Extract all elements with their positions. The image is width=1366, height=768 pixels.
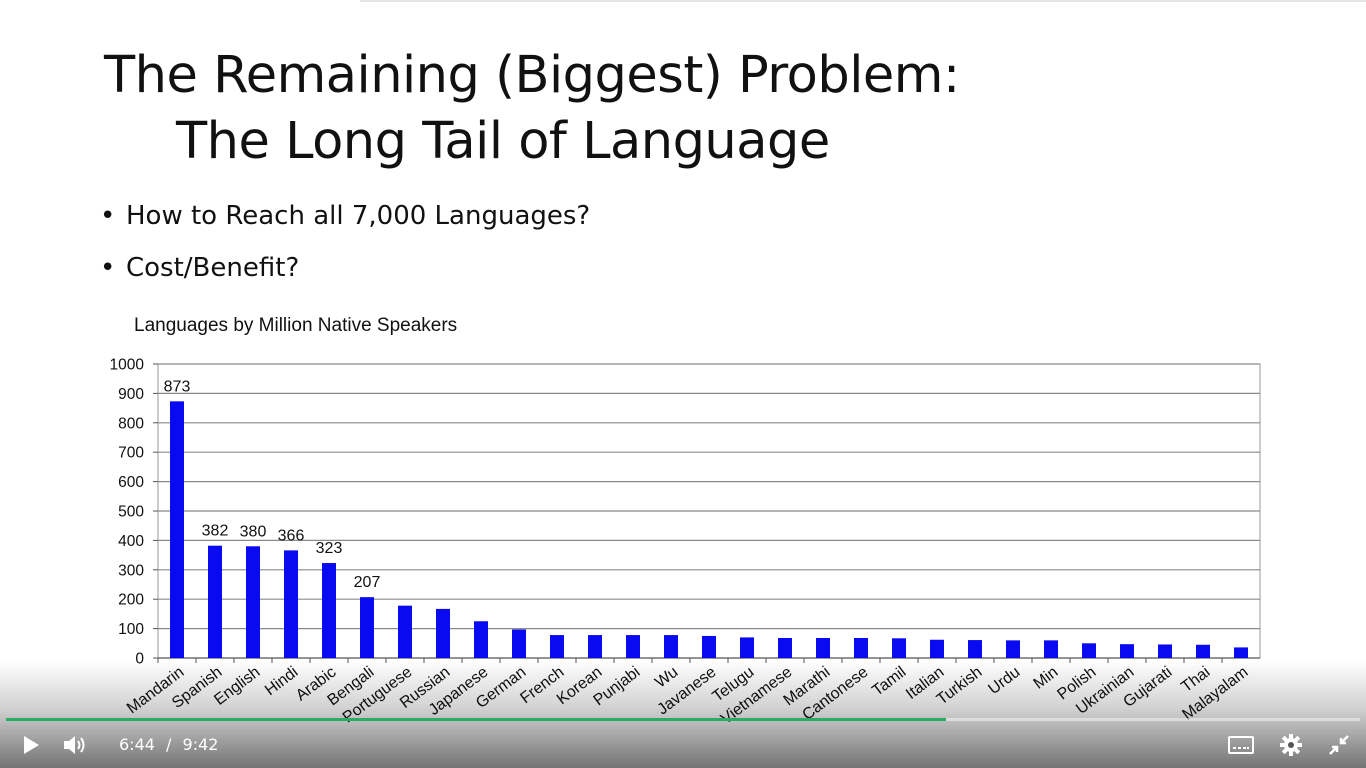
y-tick-label: 200 [118,592,144,609]
y-tick-label: 0 [135,651,144,668]
data-label: 207 [354,574,381,591]
play-icon [24,736,39,754]
chart-bars [170,401,1248,658]
exit-fullscreen-icon [1329,735,1349,755]
bar [664,635,678,658]
time-display: 6:44 / 9:42 [119,735,218,754]
bar [892,638,906,658]
time-separator: / [166,735,172,754]
bullet-text: Cost/Benefit? [126,253,300,283]
bar [740,637,754,658]
volume-button[interactable] [62,733,90,757]
captions-icon [1228,736,1254,754]
duration: 9:42 [182,735,219,754]
y-tick-label: 500 [118,504,144,521]
y-tick-label: 700 [118,445,144,462]
bar [322,563,336,658]
bullet-dot: • [100,201,116,231]
bar [170,401,184,658]
data-label: 382 [202,523,229,540]
bar [626,635,640,658]
data-label: 873 [164,378,191,395]
top-border-line [360,0,1366,2]
slide-title-line-1: The Remaining (Biggest) Problem: [104,46,960,105]
data-label: 366 [278,527,305,544]
bar [1006,640,1020,658]
chart-grid [153,363,1261,663]
bar [1158,644,1172,658]
y-axis-ticks: 0 100 200 300 400 500 600 700 800 900 1000 [110,357,145,668]
bar [778,638,792,658]
bar [930,639,944,658]
y-tick-label: 100 [118,621,144,638]
gear-icon [1280,734,1302,756]
bar [436,608,450,658]
data-label: 380 [240,523,267,540]
bar [854,638,868,658]
bar [702,635,716,658]
volume-icon [64,736,85,754]
bar [246,546,260,658]
bar [550,635,564,658]
bar [284,550,298,658]
captions-button[interactable] [1228,736,1254,754]
bullet-item: • Cost/Benefit? [100,253,299,283]
bar [1044,640,1058,658]
y-tick-label: 1000 [110,357,145,374]
progress-bar-fill [6,718,946,721]
bullet-dot: • [100,253,116,283]
bar [474,621,488,658]
bar [1120,644,1134,658]
y-tick-label: 900 [118,386,144,403]
bar [512,629,526,658]
y-tick-label: 400 [118,533,144,550]
x-tick-label: Urdu [985,664,1023,698]
bullet-text: How to Reach all 7,000 Languages? [126,201,591,231]
bar [1234,647,1248,658]
y-tick-label: 800 [118,415,144,432]
bar [588,635,602,658]
bar [398,605,412,658]
bullet-item: • How to Reach all 7,000 Languages? [100,201,590,231]
bar [208,545,222,658]
bar [1082,643,1096,658]
x-tick-label: Tamil [869,664,909,700]
settings-button[interactable] [1280,734,1302,756]
data-labels: 873 382 380 366 323 207 [164,378,381,591]
bar [360,597,374,658]
chart-title: Languages by Million Native Speakers [134,315,457,336]
bar [968,640,982,658]
progress-bar[interactable] [6,718,1360,721]
slide-title-line-2: The Long Tail of Language [176,112,830,171]
exit-fullscreen-button[interactable] [1328,734,1350,756]
current-time: 6:44 [119,735,155,754]
y-tick-label: 600 [118,474,144,491]
data-label: 323 [316,540,343,557]
bar [1196,644,1210,658]
play-button[interactable] [20,734,42,756]
bar [816,638,830,658]
y-tick-label: 300 [118,562,144,579]
